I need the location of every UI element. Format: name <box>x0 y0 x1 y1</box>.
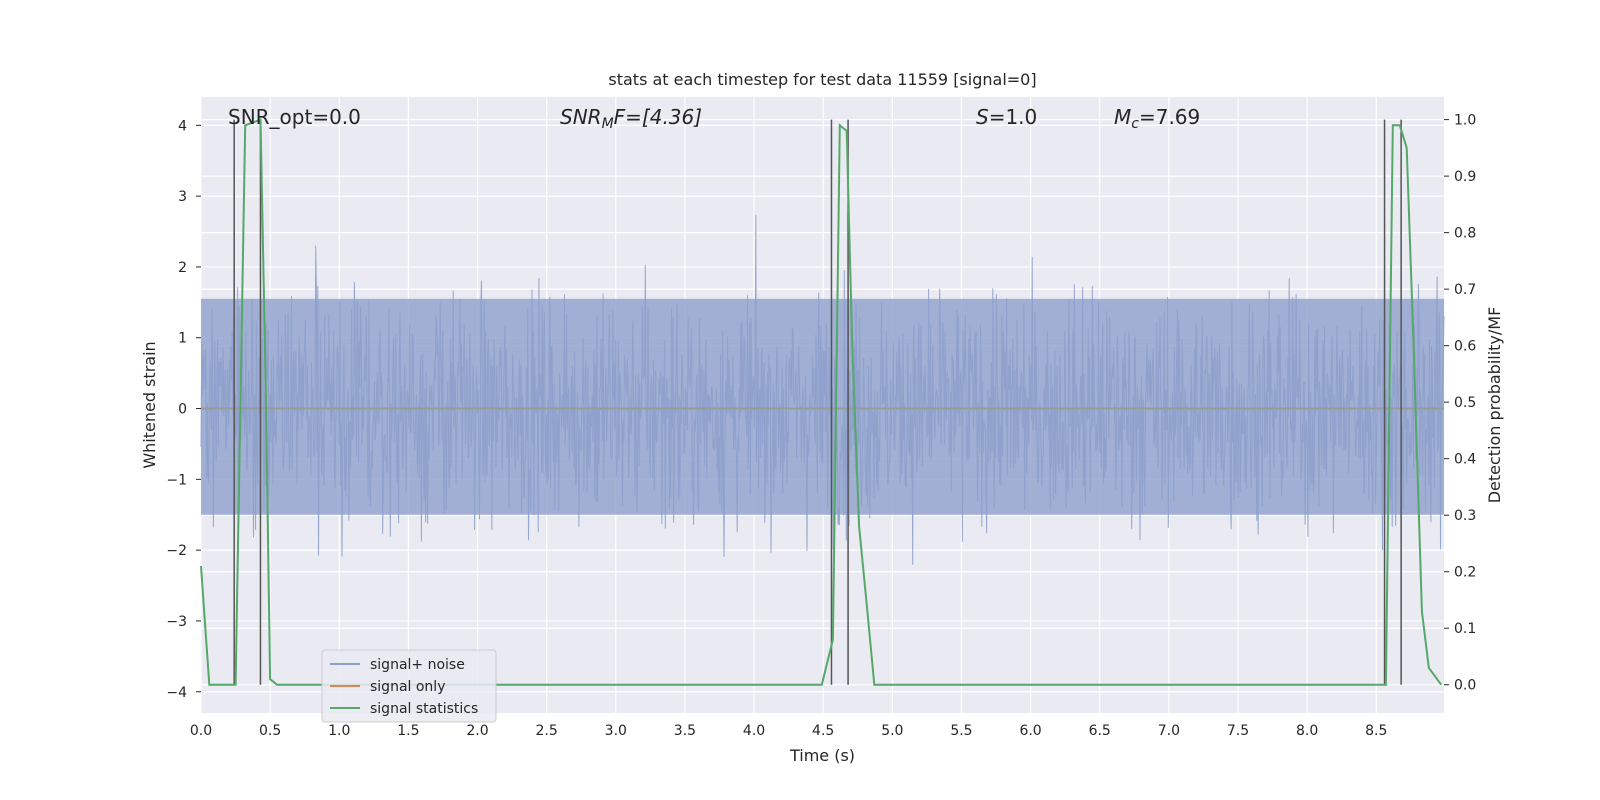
x-tick-label-3: 1.5 <box>397 723 419 739</box>
annotation-mc-sub: c <box>1131 116 1139 132</box>
x-tick-label-13: 6.5 <box>1089 723 1111 739</box>
y2-tick-label-9: 0.1 <box>1454 621 1476 637</box>
y2-tick-label-3: 0.7 <box>1454 282 1476 298</box>
x-tick-label-11: 5.5 <box>950 723 972 739</box>
annotation-snr-mf-rest: F=[4.36] <box>614 105 702 129</box>
x-tick-label-16: 8.0 <box>1296 723 1318 739</box>
x-tick-label-14: 7.0 <box>1158 723 1180 739</box>
y2-tick-label-7: 0.3 <box>1454 508 1476 524</box>
axes: 0.0 0.5 1.0 1.5 2.0 2.5 3.0 3.5 4.0 4.5 5.0 5.5 6.0 6… <box>166 113 1476 739</box>
annotation-snr-mf: SNRMF=[4.36] <box>560 105 702 132</box>
x-tick-label-1: 0.5 <box>259 723 281 739</box>
x-tick-label-7: 3.5 <box>674 723 696 739</box>
y-tick-label-2: 2 <box>178 260 187 276</box>
x-tick-label-9: 4.5 <box>812 723 834 739</box>
legend-label-statistics: signal statistics <box>370 701 478 717</box>
annotation-mc-main: M <box>1114 105 1131 129</box>
y-tick-label-1: 3 <box>178 189 187 205</box>
x-tick-label-0: 0.0 <box>190 723 212 739</box>
y-tick-label-5: −1 <box>166 472 187 488</box>
statistics-line <box>200 118 1443 686</box>
y-tick-label-7: −3 <box>166 614 187 630</box>
y2-tick-label-2: 0.8 <box>1454 226 1476 242</box>
noise-trace <box>200 214 1445 565</box>
annotation-mc-rest: =7.69 <box>1139 105 1200 129</box>
y2-tick-label-0: 1.0 <box>1454 113 1476 129</box>
x-tick-label-15: 7.5 <box>1227 723 1249 739</box>
y2-axis-label: Detection probability/MF <box>1485 307 1504 504</box>
annotation-s-main: S <box>976 105 989 129</box>
y-tick-label-3: 1 <box>178 331 187 347</box>
y-tick-label-0: 4 <box>178 118 187 134</box>
y2-tick-label-5: 0.5 <box>1454 395 1476 411</box>
x-tick-label-8: 4.0 <box>743 723 765 739</box>
legend-label-noise: signal+ noise <box>370 657 465 673</box>
x-tick-label-6: 3.0 <box>605 723 627 739</box>
y2-tick-label-8: 0.2 <box>1454 565 1476 581</box>
y2-tick-label-6: 0.4 <box>1454 452 1476 468</box>
annotation-snr-mf-main: SNR <box>560 105 602 129</box>
legend: signal+ noise signal only signal statist… <box>321 649 497 723</box>
y2-tick-label-1: 0.9 <box>1454 169 1476 185</box>
legend-label-signal-only: signal only <box>370 679 445 695</box>
chart-title: stats at each timestep for test data 115… <box>608 70 1036 89</box>
y-tick-label-4: 0 <box>178 402 187 418</box>
statistics-trace <box>200 118 1443 686</box>
annotation-s: S=1.0 <box>976 105 1037 129</box>
annotation-snr-opt: SNR_opt=0.0 <box>228 105 361 129</box>
x-tick-label-10: 5.0 <box>881 723 903 739</box>
x-axis-label: Time (s) <box>789 746 855 765</box>
annotation-s-rest: =1.0 <box>989 105 1038 129</box>
x-tick-label-5: 2.5 <box>536 723 558 739</box>
y-tick-label-6: −2 <box>166 543 187 559</box>
x-tick-label-17: 8.5 <box>1365 723 1387 739</box>
x-tick-label-4: 2.0 <box>466 723 488 739</box>
x-tick-label-2: 1.0 <box>328 723 350 739</box>
x-tick-label-12: 6.0 <box>1019 723 1041 739</box>
legend-box <box>321 649 497 723</box>
noise-line <box>200 214 1445 565</box>
y2-tick-label-4: 0.6 <box>1454 339 1476 355</box>
y-tick-label-8: −4 <box>166 685 187 701</box>
annotation-mc: Mc=7.69 <box>1114 105 1200 132</box>
annotation-snr-mf-sub: M <box>602 116 614 132</box>
y2-tick-label-10: 0.0 <box>1454 678 1476 694</box>
y-axis-label: Whitened strain <box>140 341 159 468</box>
